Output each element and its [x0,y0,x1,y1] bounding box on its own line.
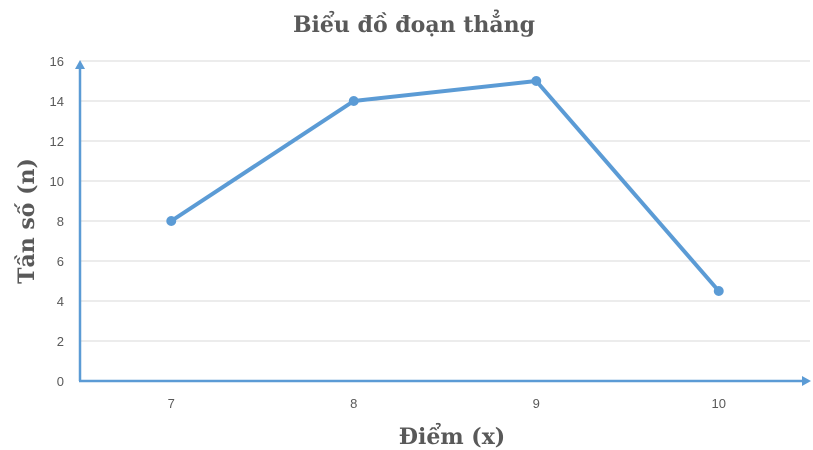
chart-title: Biểu đồ đoạn thẳng [293,9,535,38]
x-axis-ticks: 7 8 9 10 [168,396,726,411]
y-tick-label: 12 [50,134,64,149]
x-axis-title: Điểm (x) [399,422,505,450]
x-tick-label: 8 [350,396,357,411]
y-tick-label: 2 [57,334,64,349]
x-tick-label: 7 [168,396,175,411]
data-point [348,96,359,106]
data-point [531,76,542,86]
data-point [713,286,724,296]
y-tick-label: 0 [57,374,64,389]
y-tick-label: 8 [57,214,64,229]
data-point [166,216,177,226]
y-tick-label: 6 [57,254,64,269]
axes [75,60,811,386]
y-axis-ticks: 0 2 4 6 8 10 12 14 16 [50,54,64,389]
x-tick-label: 10 [712,396,726,411]
x-tick-label: 9 [533,396,540,411]
y-axis-title: Tần số (n) [14,158,40,284]
x-axis-arrow [802,376,811,386]
y-tick-label: 4 [57,294,64,309]
gridlines [80,60,810,342]
y-tick-label: 16 [50,54,64,69]
series-group [166,76,724,296]
series-line [169,79,721,293]
y-tick-label: 14 [50,94,64,109]
y-axis-arrow [75,60,85,69]
y-tick-label: 10 [50,174,64,189]
